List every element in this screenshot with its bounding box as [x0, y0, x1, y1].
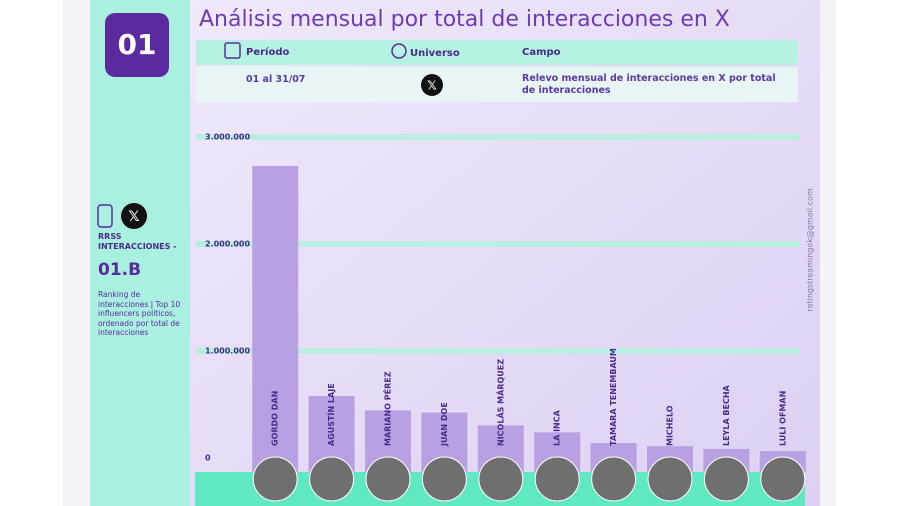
sidebar-description: Ranking de interacciones | Top 10 influe…	[98, 290, 181, 337]
x-tick-label: NICOLÁS MÁRQUEZ	[494, 359, 505, 446]
grid-line	[196, 134, 800, 140]
avatar	[365, 456, 411, 502]
avatar	[591, 456, 637, 502]
x-tick-label: LULI OFMAN	[778, 391, 787, 446]
x-logo	[421, 74, 443, 96]
table-header	[196, 40, 798, 65]
calendar-icon	[224, 42, 241, 59]
avatar	[703, 456, 749, 502]
sidebar-label: RRSS INTERACCIONES -	[98, 232, 177, 251]
y-tick-label: 3.000.000	[205, 133, 250, 142]
x-logo-text: 𝕏	[427, 79, 437, 93]
avatar	[309, 456, 355, 502]
table-cell: Relevo mensual de interacciones en X por…	[522, 73, 776, 96]
avatar	[647, 456, 693, 502]
y-tick-label: 1.000.000	[205, 347, 250, 356]
sidebar-code: 01.B	[98, 260, 142, 280]
y-tick-label: 0	[205, 454, 211, 463]
avatar	[421, 456, 467, 502]
header-cell: Período	[246, 47, 290, 58]
globe-icon	[391, 43, 407, 59]
x-tick-label: LA INCA	[553, 409, 562, 446]
avatar	[760, 456, 806, 502]
x-tick-label: AGUSTÍN LAJE	[325, 383, 336, 446]
bar	[252, 165, 299, 472]
x-tick-label: TAMARA TENEMBAUM	[609, 348, 618, 446]
x-tick-label: MARIANO PÉREZ	[382, 371, 393, 446]
badge-text: 01	[118, 28, 157, 61]
title: Análisis mensual por total de interaccio…	[199, 7, 730, 32]
x-logo	[121, 203, 147, 229]
table-row	[196, 67, 798, 102]
number-badge	[105, 13, 169, 77]
avatar	[534, 456, 580, 502]
grid-line	[196, 348, 800, 354]
email: ratingstreamingok@gmail.com	[806, 188, 815, 312]
avatar	[478, 456, 524, 502]
x-tick-label: JUAN DOE	[440, 402, 449, 447]
x-tick-label: LEYLA BECHA	[722, 384, 731, 446]
avatar	[252, 456, 298, 502]
y-tick-label: 2.000.000	[205, 240, 250, 249]
x-tick-label: MICHELO	[666, 405, 675, 446]
header-cell: Universo	[410, 48, 460, 59]
header-cell: Campo	[522, 47, 561, 58]
grid-line	[196, 241, 800, 247]
x-logo-text: 𝕏	[128, 209, 139, 225]
phone-icon	[97, 204, 113, 228]
table-cell: 01 al 31/07	[246, 74, 306, 85]
sidebar	[90, 0, 190, 506]
x-tick-label: GORDO DAN	[271, 391, 280, 446]
